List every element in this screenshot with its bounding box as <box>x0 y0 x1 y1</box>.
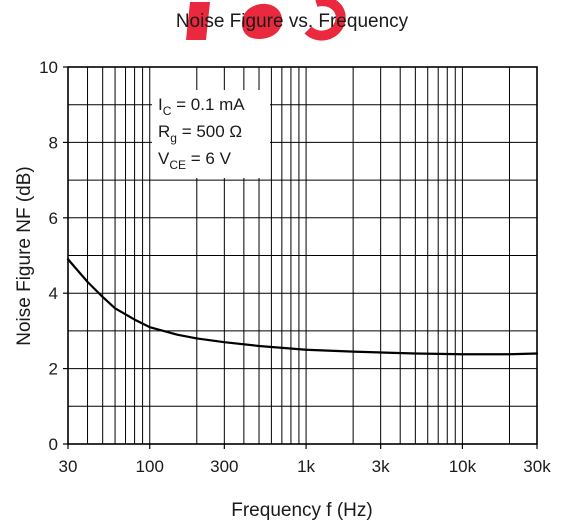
annotation-line: VCE = 6 V <box>158 149 232 172</box>
y-axis-label: Noise Figure NF (dB) <box>14 166 35 346</box>
y-tick-label: 4 <box>49 284 58 303</box>
y-tick-label: 6 <box>49 209 58 228</box>
y-tick-label: 8 <box>49 133 58 152</box>
y-tick-label: 0 <box>49 435 58 454</box>
annotation-line: Rg = 500 Ω <box>158 122 242 145</box>
annotation-background <box>152 90 270 178</box>
annotation-line: IC = 0.1 mA <box>158 95 245 118</box>
x-tick-label: 300 <box>210 457 238 476</box>
x-tick-label: 10k <box>449 457 477 476</box>
y-tick-label: 2 <box>49 360 58 379</box>
plot-frame <box>67 66 538 445</box>
x-tick-label: 30k <box>523 457 551 476</box>
grid <box>68 67 537 444</box>
series-line <box>66 258 539 356</box>
x-tick-label: 1k <box>297 457 315 476</box>
x-tick-label: 3k <box>372 457 390 476</box>
x-tick-label: 100 <box>136 457 164 476</box>
x-tick-label: 30 <box>59 457 78 476</box>
chart-title: Noise Figure vs. Frequency <box>176 11 409 32</box>
y-tick-label: 10 <box>39 58 58 77</box>
condition-annotation: IC = 0.1 mA Rg = 500 Ω VCE = 6 V <box>152 90 270 178</box>
watermark <box>186 0 346 41</box>
x-axis-label: Frequency f (Hz) <box>231 500 372 521</box>
